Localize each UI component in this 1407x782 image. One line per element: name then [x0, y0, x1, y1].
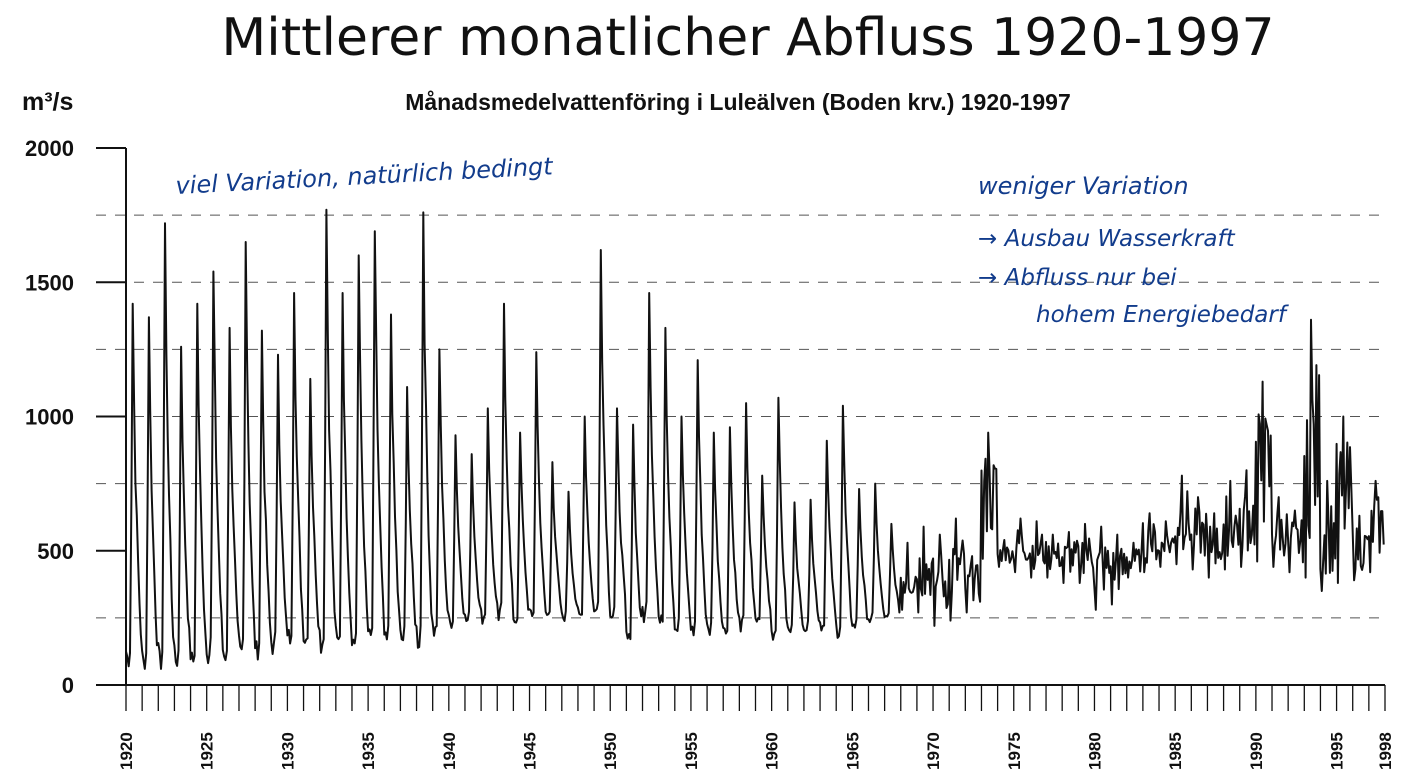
x-tick-label: 1970: [924, 732, 943, 770]
x-tick-label: 1960: [763, 732, 782, 770]
annotation-right-heading: weniger Variation: [978, 172, 1189, 200]
y-tick-label: 1000: [25, 405, 74, 430]
x-tick-label: 1998: [1376, 732, 1395, 770]
y-tick-label: 2000: [25, 136, 74, 161]
x-tick-label: 1920: [117, 732, 136, 770]
x-tick-label: 1975: [1005, 732, 1024, 770]
annotation-left: viel Variation, natürlich bedingt: [175, 152, 555, 200]
y-unit-label: m³/s: [22, 88, 73, 116]
x-tick-label: 1940: [440, 732, 459, 770]
x-tick-label: 1955: [682, 732, 701, 770]
y-tick-labels: 0 500 1000 1500 2000: [25, 136, 126, 698]
x-tick-label: 1995: [1328, 732, 1347, 770]
x-tick-label: 1945: [521, 732, 540, 770]
y-tick-label: 1500: [25, 270, 74, 295]
y-tick-label: 0: [62, 673, 74, 698]
chart-title: Månadsmedelvattenföring i Luleälven (Bod…: [405, 89, 1071, 115]
slide-title: Mittlerer monatlicher Abfluss 1920-1997: [221, 8, 1274, 68]
x-tick-label: 1965: [843, 732, 862, 770]
x-tick-label: 1930: [278, 732, 297, 770]
x-tick-labels: 1920 1925 1930 1935 1940 1945 1950 1955 1960 1965…: [117, 685, 1395, 770]
x-tick-label: 1980: [1085, 732, 1104, 770]
annotation-right-line-2: → Abfluss nur bei: [978, 265, 1177, 291]
annotation-right-line-1: → Ausbau Wasserkraft: [978, 226, 1236, 252]
x-tick-label: 1935: [359, 732, 378, 770]
x-tick-label: 1950: [601, 732, 620, 770]
annotation-right-line-3: hohem Energiebedarf: [1036, 302, 1289, 328]
x-tick-label: 1925: [198, 732, 217, 770]
y-tick-label: 500: [37, 539, 74, 564]
x-tick-label: 1990: [1247, 732, 1266, 770]
series-line-discharge: [125, 208, 1385, 670]
x-tick-label: 1985: [1166, 732, 1185, 770]
